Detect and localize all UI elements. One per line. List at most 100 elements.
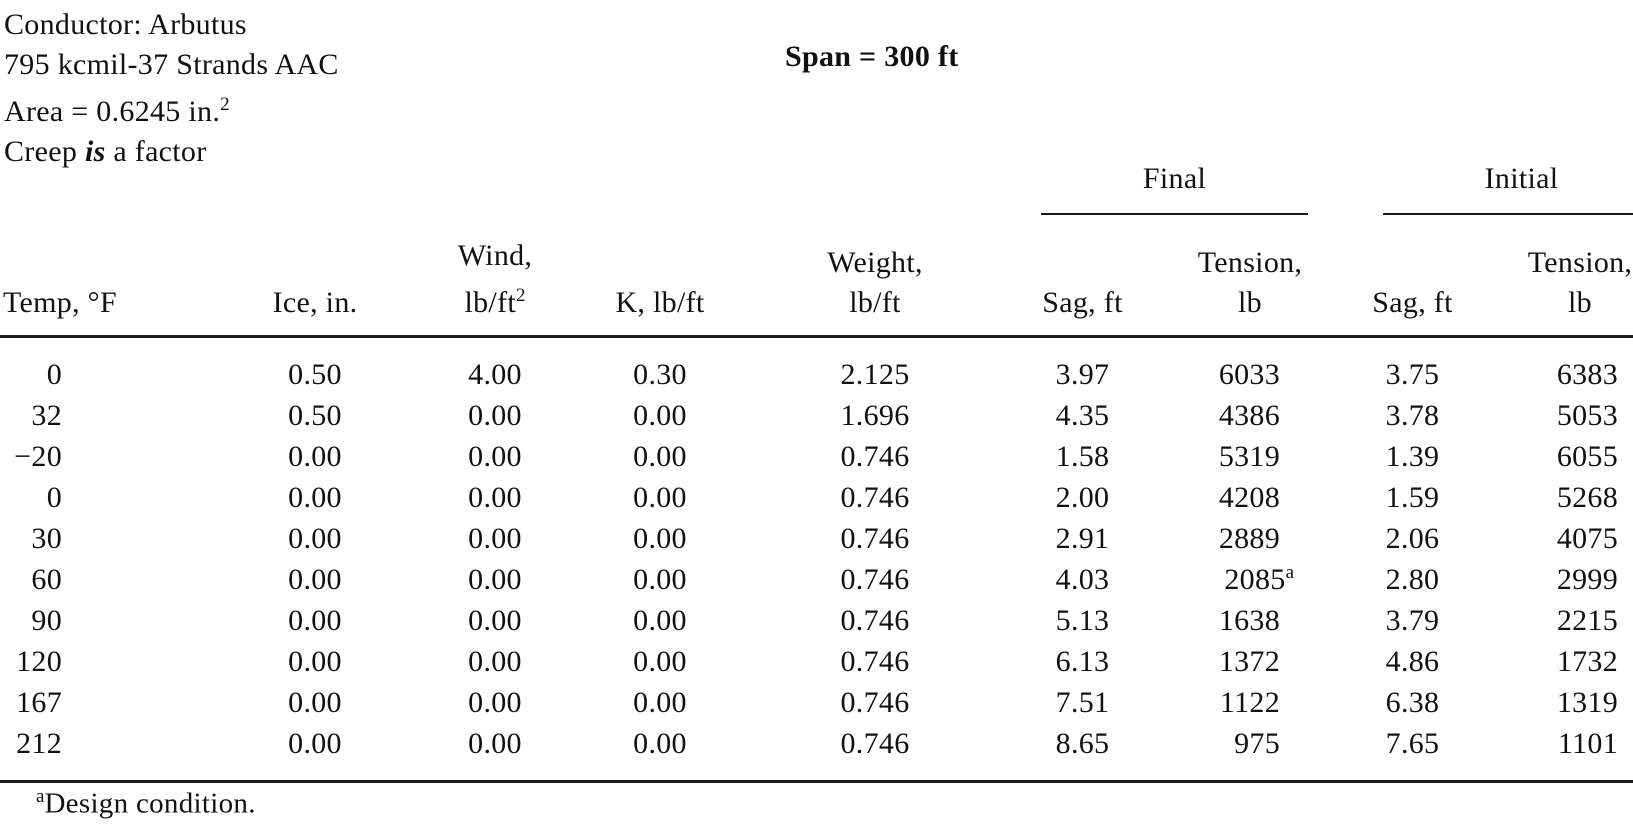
- table-cell: 4075: [1556, 522, 1619, 555]
- table-cell: 0.746: [840, 686, 910, 719]
- wind-unit: lb/ft: [464, 286, 516, 319]
- table-cell: 975: [1175, 723, 1326, 783]
- col-header-temp: Temp, °F: [0, 217, 200, 338]
- table-cell: 0.00: [633, 563, 687, 596]
- col-header-final-tension: Tension, lb: [1175, 217, 1326, 338]
- table-cell: 0.00: [468, 645, 522, 678]
- initial-group-header: Initial: [1383, 150, 1633, 215]
- table-row: 30 0.00 0.00 0.00 0.746 2.91 2889 2.06 4075: [0, 518, 1633, 559]
- final-group-header: Final: [1041, 150, 1309, 215]
- table-cell: 5319: [1218, 440, 1281, 473]
- final-tension-line2: lb: [1238, 286, 1262, 319]
- spanner-row: Final Initial: [0, 150, 1633, 217]
- final-spanner-cell: Final: [990, 150, 1325, 217]
- initial-tension-line2: lb: [1568, 286, 1592, 319]
- sag-tension-table: Final Initial Temp, °F Ice, in. Wind, lb…: [0, 150, 1633, 783]
- table-row: 0 0.50 4.00 0.30 2.125 3.97 6033 3.75 6383: [0, 337, 1633, 396]
- table-cell: 0.00: [288, 686, 342, 719]
- cell-footnote-marker: a: [1285, 562, 1295, 583]
- table-cell: 0.00: [633, 645, 687, 678]
- table-cell: 3.78: [1385, 399, 1440, 432]
- table-cell: 0.746: [760, 723, 990, 783]
- wind-header-line1: Wind,: [457, 239, 533, 272]
- table-cell: 30: [31, 522, 62, 555]
- table-cell: 3.97: [1055, 358, 1110, 391]
- table-row: 60 0.00 0.00 0.00 0.746 4.03 2085a 2.80 2999: [0, 559, 1633, 600]
- table-cell: −20: [14, 440, 62, 473]
- table-cell: 0.746: [840, 604, 910, 637]
- table-cell: 2.00: [1055, 481, 1110, 514]
- table-cell: 0.00: [633, 481, 687, 514]
- area-text: Area = 0.6245 in.: [4, 95, 221, 128]
- table-cell: 0.746: [840, 645, 910, 678]
- table-cell: 6.13: [1055, 645, 1110, 678]
- table-row: 120 0.00 0.00 0.00 0.746 6.13 1372 4.86 1732: [0, 641, 1633, 682]
- table-row: 212 0.00 0.00 0.00 0.746 8.65 975 7.65 1101: [0, 723, 1633, 783]
- table-cell: 1319: [1556, 686, 1619, 719]
- table-cell: 8.65: [990, 723, 1175, 783]
- table-cell: 7.65: [1325, 723, 1501, 783]
- table-row: 0 0.00 0.00 0.00 0.746 2.00 4208 1.59 5268: [0, 477, 1633, 518]
- table-cell: 0.00: [288, 563, 342, 596]
- table-cell: 2.91: [1055, 522, 1110, 555]
- final-tension-line1: Tension,: [1197, 246, 1303, 279]
- table-cell: 0.00: [430, 723, 560, 783]
- table-cell: 0.00: [288, 645, 342, 678]
- design-condition-footnote: aDesign condition.: [36, 786, 256, 821]
- table-cell: 1.59: [1385, 481, 1440, 514]
- table-cell: 1101: [1500, 723, 1633, 783]
- table-cell: 0.746: [840, 563, 910, 596]
- table-cell: 4386: [1218, 399, 1281, 432]
- table-cell: 167: [16, 686, 62, 719]
- table-cell: 3.79: [1385, 604, 1440, 637]
- table-cell: 2.06: [1385, 522, 1440, 555]
- table-cell: 2999: [1556, 563, 1619, 596]
- wind-unit-exponent: 2: [516, 285, 526, 306]
- table-cell: 0.746: [840, 522, 910, 555]
- table-cell: 0.00: [288, 522, 342, 555]
- table-cell: 0.00: [468, 481, 522, 514]
- table-cell: 6383: [1556, 358, 1619, 391]
- table-cell: 0.00: [468, 686, 522, 719]
- table-cell: 0.00: [560, 723, 760, 783]
- table-cell: 6055: [1556, 440, 1619, 473]
- span-value-label: Span = 300 ft: [785, 40, 959, 73]
- table-row: 32 0.50 0.00 0.00 1.696 4.35 4386 3.78 5053: [0, 395, 1633, 436]
- creep-suffix: a factor: [105, 135, 207, 168]
- table-cell: 4.03: [1055, 563, 1110, 596]
- table-cell: 0.00: [468, 563, 522, 596]
- table-body: 0 0.50 4.00 0.30 2.125 3.97 6033 3.75 6383 32 0.50…: [0, 337, 1633, 783]
- table-cell: 2215: [1556, 604, 1619, 637]
- creep-note-line: Creep is a factor: [4, 132, 339, 172]
- table-cell: 90: [31, 604, 62, 637]
- table-cell: 0.00: [633, 686, 687, 719]
- table-cell: 0.00: [288, 604, 342, 637]
- table-row: −20 0.00 0.00 0.00 0.746 1.58 5319 1.39 6055: [0, 436, 1633, 477]
- table-cell: 2889: [1218, 522, 1281, 555]
- table-cell: 0.00: [633, 399, 687, 432]
- table-cell: 0.00: [288, 440, 342, 473]
- col-header-final-sag: Sag, ft: [990, 217, 1175, 338]
- conductor-info-block: Conductor: Arbutus 795 kcmil-37 Strands …: [4, 5, 339, 172]
- table-cell: 2085a: [1224, 562, 1295, 596]
- wind-header-line2: lb/ft2: [430, 276, 560, 323]
- table-cell: 2.80: [1385, 563, 1440, 596]
- column-header-row: Temp, °F Ice, in. Wind, lb/ft2 K, lb/ft …: [0, 217, 1633, 338]
- table-cell: 5268: [1556, 481, 1619, 514]
- table-cell: 0.00: [468, 522, 522, 555]
- table-cell: 1732: [1556, 645, 1619, 678]
- table-cell: 6033: [1218, 358, 1281, 391]
- creep-prefix: Creep: [4, 135, 85, 168]
- table-cell: 0.30: [633, 358, 687, 391]
- area-exponent: 2: [220, 94, 230, 115]
- table-row: 90 0.00 0.00 0.00 0.746 5.13 1638 3.79 2215: [0, 600, 1633, 641]
- col-header-k: K, lb/ft: [560, 217, 760, 338]
- table-cell: 0.00: [288, 481, 342, 514]
- weight-header-line2: lb/ft: [849, 286, 901, 319]
- table-cell: 7.51: [1055, 686, 1110, 719]
- table-cell: 120: [16, 645, 62, 678]
- col-header-initial-tension: Tension, lb: [1500, 217, 1633, 338]
- table-cell: 2.125: [840, 358, 910, 391]
- col-header-ice: Ice, in.: [200, 217, 430, 338]
- table-cell: 212: [0, 723, 200, 783]
